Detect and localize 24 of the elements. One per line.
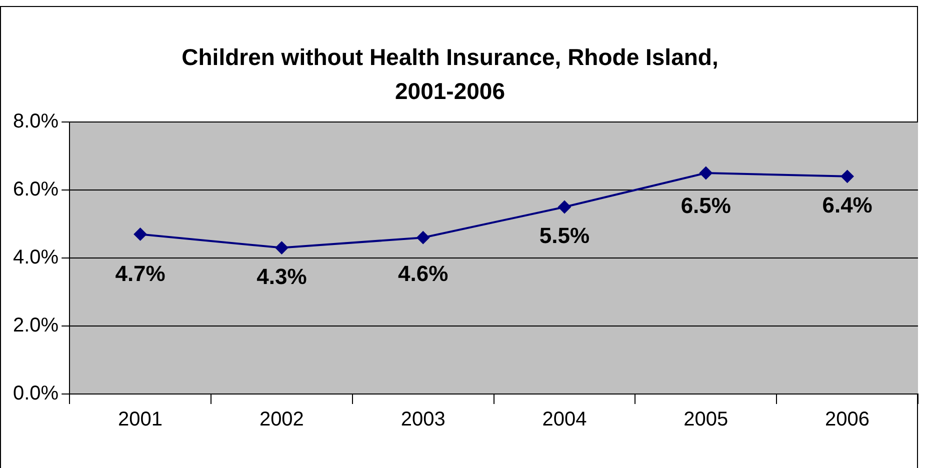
- chart-title: Children without Health Insurance, Rhode Island, 2001-2006: [180, 43, 720, 106]
- data-label: 4.6%: [398, 261, 448, 286]
- point: [699, 166, 712, 180]
- data-label: 5.5%: [539, 223, 590, 248]
- data-label: 6.4%: [822, 192, 872, 218]
- y-tick-label: 4.0%: [12, 246, 59, 269]
- point: [416, 231, 430, 244]
- data-label: 4.3%: [256, 264, 307, 289]
- data-label: 6.5%: [680, 193, 731, 218]
- data-label: 4.7%: [115, 261, 166, 286]
- x-tick-label: 2002: [259, 408, 304, 431]
- x-tick-label: 2006: [825, 408, 870, 431]
- x-tick-label: 2005: [684, 408, 728, 431]
- point: [558, 200, 571, 214]
- point: [134, 228, 147, 241]
- y-tick-label: 0.0%: [12, 382, 59, 405]
- x-tick-label: 2001: [118, 408, 163, 431]
- x-tick-label: 2004: [542, 408, 587, 431]
- y-tick-label: 2.0%: [12, 314, 59, 337]
- y-tick-label: 6.0%: [12, 178, 59, 201]
- point: [275, 241, 288, 254]
- point: [840, 170, 854, 183]
- y-tick-label: 8.0%: [12, 110, 59, 133]
- x-tick-label: 2003: [400, 408, 446, 431]
